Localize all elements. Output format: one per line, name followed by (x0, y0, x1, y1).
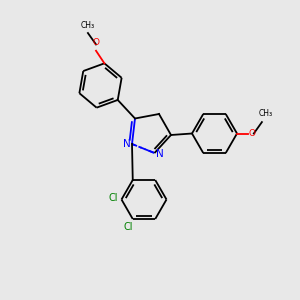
Text: CH₃: CH₃ (258, 109, 273, 118)
Text: N: N (156, 149, 164, 160)
Text: O: O (248, 129, 255, 138)
Text: Cl: Cl (108, 193, 118, 203)
Text: CH₃: CH₃ (81, 21, 95, 30)
Text: Cl: Cl (124, 222, 133, 233)
Text: O: O (92, 38, 100, 47)
Text: N: N (123, 139, 131, 149)
